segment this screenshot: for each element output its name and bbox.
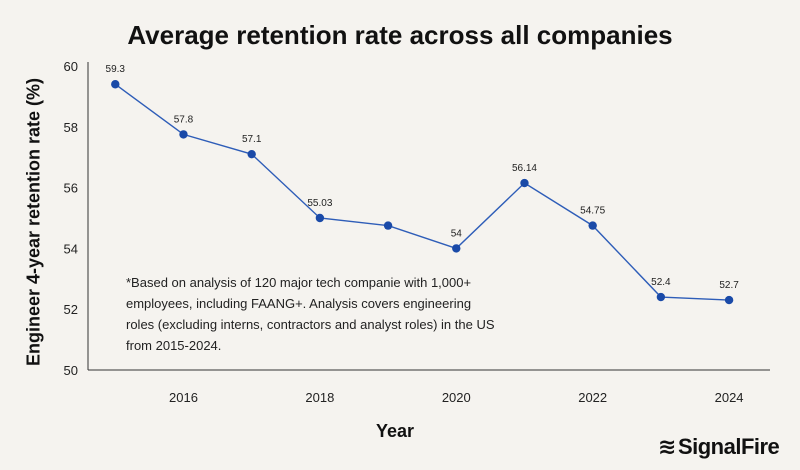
x-tick-label: 2022 [578, 390, 607, 405]
data-point [452, 244, 461, 253]
x-axis-label: Year [375, 421, 415, 441]
data-label: 54 [451, 228, 463, 239]
data-label: 57.8 [174, 114, 194, 125]
data-label: 54.75 [580, 206, 605, 217]
data-label: 55.03 [307, 198, 332, 209]
methodology-note: *Based on analysis of 120 major tech com… [126, 275, 495, 353]
series-line [114, 83, 730, 301]
signalfire-logo-icon: ≋ [658, 434, 676, 459]
data-point [588, 221, 597, 230]
data-label: 59.3 [106, 64, 126, 75]
signalfire-logo-text: SignalFire [677, 434, 780, 459]
y-tick-label: 60 [64, 59, 78, 74]
data-point [179, 130, 188, 139]
y-tick-label: 54 [64, 241, 78, 256]
y-tick-label: 50 [64, 363, 78, 378]
y-tick-label: 52 [64, 302, 78, 317]
data-point [724, 295, 734, 305]
data-label: 52.4 [651, 277, 671, 288]
data-point [247, 149, 256, 159]
x-tick-label: 2016 [169, 390, 198, 405]
data-label: 57.1 [242, 134, 262, 145]
data-point [383, 221, 393, 230]
chart-title: Average retention rate across all compan… [127, 20, 673, 50]
data-label: 56.14 [512, 163, 537, 174]
x-tick-label: 2024 [715, 390, 744, 405]
data-point [656, 292, 666, 302]
x-tick-label: 2020 [442, 390, 471, 405]
data-point [520, 178, 529, 188]
data-label: 52.7 [719, 280, 739, 291]
y-tick-label: 56 [64, 181, 78, 196]
data-point [315, 213, 325, 223]
data-point [111, 80, 120, 89]
y-tick-label: 58 [64, 120, 78, 135]
x-tick-label: 2018 [305, 390, 334, 405]
signalfire-logo: ≋ SignalFire [658, 434, 780, 460]
